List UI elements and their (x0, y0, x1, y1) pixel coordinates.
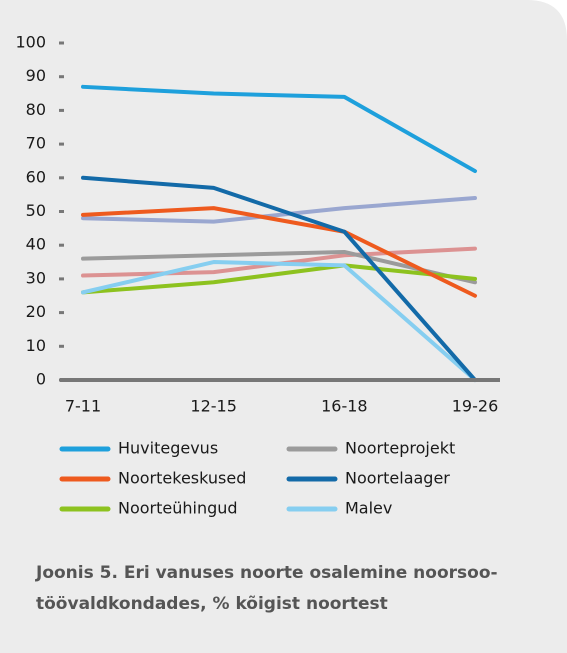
y-tick-label: 80 (26, 100, 46, 119)
series-line (81, 196, 477, 224)
x-tick-label: 16-18 (321, 397, 368, 416)
x-tick-label: 19-26 (452, 397, 499, 416)
y-tick-label: 30 (26, 268, 46, 287)
x-tick-label: 7-11 (65, 397, 101, 416)
y-tick-label: 60 (26, 167, 46, 186)
legend-label: Huvitegevus (118, 439, 218, 458)
series-line (81, 249, 477, 285)
series-line (81, 263, 477, 295)
y-tick-label: 0 (36, 370, 46, 389)
series-line (81, 175, 477, 382)
legend-label: Noortekeskused (118, 469, 246, 488)
y-tick-label: 70 (26, 134, 46, 153)
y-tick-label: 100 (15, 33, 46, 52)
legend-label: Malev (345, 499, 392, 518)
legend-label: Noorteprojekt (345, 439, 455, 458)
y-tick-label: 20 (26, 302, 46, 321)
y-tick-label: 40 (26, 235, 46, 254)
y-tick-label: 10 (26, 336, 46, 355)
caption: töövaldkondades, % kõigist noortest (36, 594, 388, 614)
y-tick-label: 50 (26, 201, 46, 220)
series-line (81, 260, 477, 382)
x-tick-label: 12-15 (190, 397, 237, 416)
y-tick-label: 90 (26, 66, 46, 85)
series-line (81, 206, 477, 298)
caption: Joonis 5. Eri vanuses noorte osalemine n… (35, 563, 498, 583)
series-line (81, 84, 477, 174)
legend-label: Noorteühingud (118, 499, 238, 518)
legend-label: Noortelaager (345, 469, 450, 488)
